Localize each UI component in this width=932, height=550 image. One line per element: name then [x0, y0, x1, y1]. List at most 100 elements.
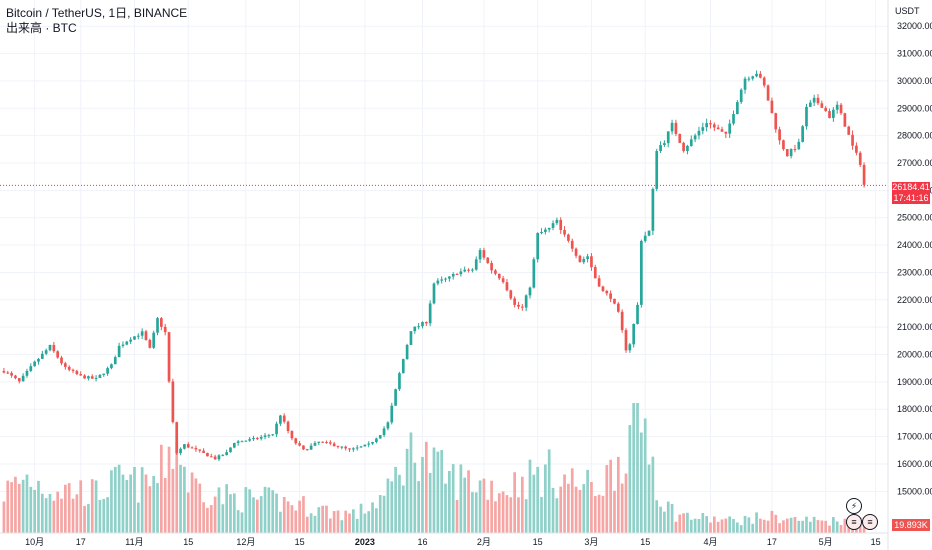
candle-body	[663, 143, 666, 146]
volume-bar	[25, 474, 29, 533]
volume-bar	[448, 470, 451, 533]
candle-body	[440, 279, 444, 281]
us-flag-icon[interactable]: ≡	[846, 514, 862, 530]
volume-bar	[436, 451, 440, 533]
candle-body	[171, 381, 175, 423]
volume-bar	[567, 483, 570, 533]
volume-bar	[674, 521, 678, 533]
us-flag-icon-2[interactable]: ≡	[862, 514, 878, 530]
volume-bar	[240, 512, 244, 533]
volume-bar	[563, 474, 566, 533]
price-tick-label: 27000.00	[897, 158, 932, 168]
volume-bar	[328, 518, 332, 533]
volume-bar	[632, 403, 636, 533]
candle-body	[655, 151, 659, 189]
candle-body	[236, 441, 240, 443]
candle-body	[152, 332, 156, 348]
volume-bar	[48, 493, 52, 533]
candle-body	[417, 326, 420, 328]
volume-bar	[71, 498, 75, 533]
volume-bar	[843, 518, 847, 533]
volume-bar	[643, 418, 647, 533]
candle-body	[424, 322, 428, 324]
candle-body	[232, 442, 236, 448]
candle-body	[828, 111, 831, 118]
candle-body	[616, 303, 620, 312]
volume-bar	[647, 464, 651, 533]
volume-bar	[263, 486, 267, 533]
volume-bar	[298, 500, 301, 533]
candle-body	[198, 449, 202, 451]
volume-bar	[175, 442, 179, 533]
price-tick-label: 30000.00	[897, 76, 932, 86]
candle-body	[206, 452, 209, 457]
volume-bar	[37, 480, 40, 533]
volume-bar	[371, 502, 374, 533]
candle-body	[167, 332, 171, 382]
volume-bar	[271, 490, 275, 533]
candle-body	[113, 357, 117, 365]
volume-bar	[678, 514, 682, 533]
candle-body	[244, 440, 248, 442]
volume-bar	[513, 472, 516, 533]
candle-body	[536, 233, 540, 260]
candle-body	[832, 109, 835, 118]
candle-body	[183, 444, 186, 449]
time-tick-label: 15	[183, 537, 193, 547]
volume-bar	[497, 493, 501, 533]
candle-body	[29, 366, 33, 371]
volume-bar	[6, 480, 10, 533]
candle-body	[732, 114, 735, 124]
candle-body	[33, 361, 36, 367]
volume-bar	[801, 520, 804, 533]
candle-body	[820, 103, 824, 108]
volume-bar	[52, 500, 56, 533]
candle-body	[263, 435, 267, 437]
volume-legend[interactable]: 出来高 · BTC	[6, 21, 77, 35]
candle-body	[628, 344, 632, 351]
candle-body	[40, 353, 44, 359]
price-tick-label: 16000.00	[897, 459, 932, 469]
candle-body	[213, 456, 217, 460]
price-tick-label: 32000.00	[897, 21, 932, 31]
time-tick-label: 4月	[703, 537, 717, 547]
candle-body	[286, 421, 290, 432]
candle-body	[129, 339, 132, 342]
candle-body	[409, 331, 413, 345]
price-axis[interactable]: 32000.00 31000.00 30000.00 29000.00 28000.00…	[897, 21, 932, 496]
volume-bar	[209, 505, 213, 533]
volume-bar	[398, 474, 401, 533]
candle-body	[121, 344, 125, 346]
lightning-icon[interactable]: ⚡	[846, 498, 862, 514]
symbol-title[interactable]: Bitcoin / TetherUS, 1日, BINANCE	[6, 6, 188, 20]
volume-bar	[455, 499, 459, 533]
volume-bar	[44, 498, 48, 533]
candle-body	[720, 129, 724, 132]
time-tick-label: 16	[417, 537, 427, 547]
volume-bar	[121, 474, 125, 533]
candle-body	[382, 428, 386, 436]
volume-bar	[33, 489, 36, 533]
volume-bar	[87, 504, 90, 533]
price-tick-label: 17000.00	[897, 432, 932, 442]
candle-body	[48, 344, 52, 351]
candle-body	[175, 422, 179, 454]
volume-bar	[762, 519, 766, 533]
volume-bar	[605, 465, 609, 533]
volume-bar	[828, 525, 831, 533]
last-price-tag: 26184.41 17:41:16	[892, 182, 930, 204]
candle-body	[724, 131, 728, 134]
time-axis[interactable]: 10月 17 11月 15 12月 15 2023 16 2月 15 3月 15 4月 17 5月 15	[25, 537, 880, 547]
volume-bar	[724, 518, 728, 533]
volume-bar	[279, 511, 282, 533]
candle-body	[471, 269, 474, 271]
candle-body	[340, 446, 344, 448]
last-volume-tag: 19.893K	[892, 519, 930, 531]
volume-bar	[716, 521, 720, 533]
candle-body	[632, 323, 636, 345]
volume-bar	[824, 520, 828, 533]
volume-bar	[697, 519, 701, 533]
candle-body	[133, 336, 136, 340]
volume-bar	[766, 520, 770, 533]
